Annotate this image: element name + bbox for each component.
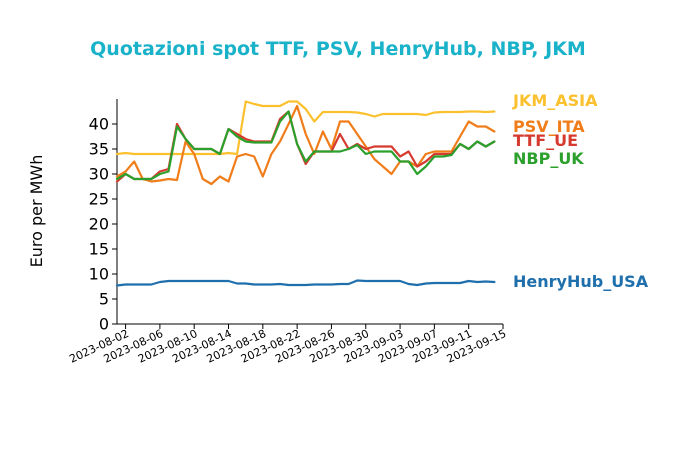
- y-tick-label: 25: [89, 190, 109, 209]
- series-label-henryhub_usa: HenryHub_USA: [513, 272, 649, 291]
- series-label-jkm_asia: JKM_ASIA: [512, 91, 598, 110]
- y-tick-label: 40: [89, 115, 109, 134]
- y-tick-label: 35: [89, 140, 109, 159]
- plot-area: 05101520253035402023-08-022023-08-062023…: [67, 91, 648, 366]
- series-label-ttf_ue: TTF_UE: [513, 131, 578, 150]
- series-label-psv_ita: PSV_ITA: [513, 117, 585, 136]
- y-tick-label: 10: [89, 265, 109, 284]
- y-axis-label: Euro per MWh: [27, 155, 46, 268]
- y-tick-label: 30: [89, 165, 109, 184]
- series-line-henryhub_usa: [115, 279, 496, 287]
- y-tick-label: 0: [99, 315, 109, 334]
- series-line-nbp_uk: [115, 110, 496, 181]
- chart-title: Quotazioni spot TTF, PSV, HenryHub, NBP,…: [90, 38, 586, 60]
- y-tick-label: 15: [89, 240, 109, 259]
- series-line-jkm_asia: [115, 100, 496, 156]
- y-tick-label: 20: [89, 215, 109, 234]
- series-line-psv_ita: [115, 104, 496, 186]
- series-label-nbp_uk: NBP_UK: [513, 149, 584, 168]
- y-tick-label: 5: [99, 290, 109, 309]
